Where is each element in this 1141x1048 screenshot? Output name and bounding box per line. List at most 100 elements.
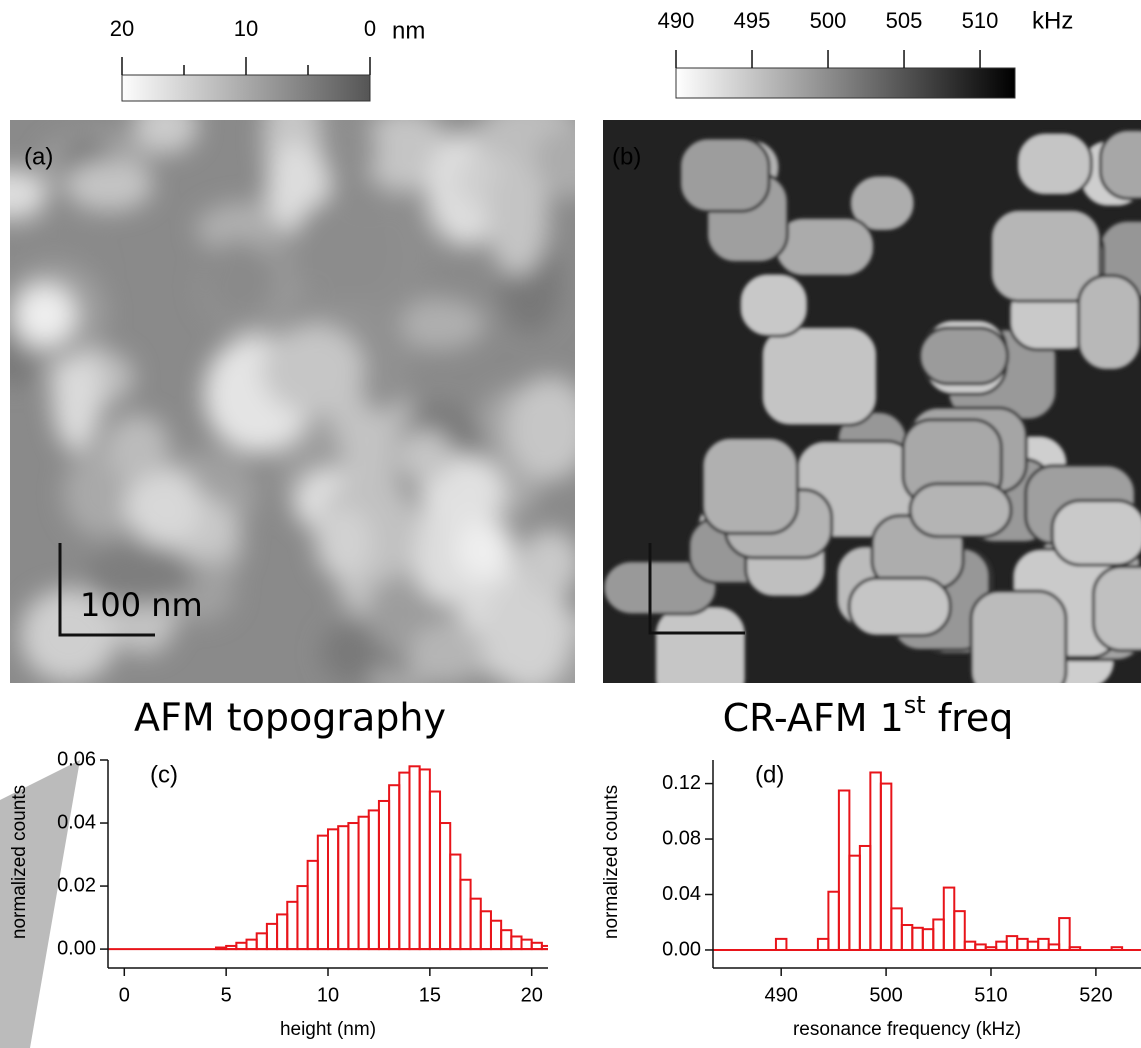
bar — [774, 937, 788, 951]
x-axis-label: height (nm) — [280, 1019, 376, 1040]
y-axis-label: normalized counts — [601, 785, 622, 939]
bar — [245, 938, 258, 951]
grain — [908, 482, 1013, 538]
bar — [858, 844, 872, 951]
bar — [900, 924, 914, 951]
x-tick-label: 15 — [419, 984, 441, 1006]
bar — [357, 815, 370, 951]
grain — [760, 325, 879, 427]
y-tick-label: 0.00 — [662, 938, 701, 960]
colorbar-unit: nm — [392, 17, 425, 44]
bar — [377, 799, 391, 951]
bar — [296, 885, 309, 951]
x-axis-label: resonance frequency (kHz) — [793, 1019, 1021, 1040]
panel-label: (d) — [755, 761, 784, 788]
x-tick-label: 10 — [317, 984, 339, 1006]
grain — [124, 467, 201, 546]
x-tick-label: 500 — [869, 984, 902, 1006]
bar — [265, 922, 279, 951]
y-tick-label: 0.04 — [57, 811, 96, 833]
y-tick-label: 0.12 — [662, 772, 701, 794]
plot-area — [713, 771, 1141, 951]
colorbar-tick-label: 495 — [734, 8, 771, 33]
bar — [469, 897, 482, 951]
grain — [1050, 499, 1141, 567]
grain — [133, 120, 199, 154]
caption-text: CR-AFM 1 — [723, 696, 904, 740]
grain — [406, 620, 486, 683]
grain — [918, 326, 1010, 386]
bar — [489, 919, 503, 951]
bar — [837, 789, 851, 951]
bar — [500, 929, 513, 951]
y-tick-label: 0.00 — [57, 937, 96, 959]
colorbar-tick-label: 10 — [234, 16, 258, 41]
bar — [306, 859, 319, 951]
bar — [963, 940, 977, 951]
grain — [290, 196, 395, 305]
bar — [367, 809, 380, 951]
grain — [390, 298, 486, 350]
colorbar — [121, 74, 371, 102]
cr-afm-image — [603, 120, 1141, 683]
grain — [847, 576, 952, 637]
bar — [911, 926, 924, 951]
scale-bar — [648, 543, 745, 635]
bar — [932, 918, 945, 951]
bar — [428, 790, 442, 951]
grain — [396, 429, 453, 484]
grain — [485, 159, 549, 276]
grain — [321, 622, 383, 683]
bar — [984, 946, 998, 951]
bar — [879, 782, 893, 951]
bar — [942, 886, 956, 951]
bar — [459, 878, 472, 951]
grain — [15, 285, 75, 345]
bar — [848, 854, 861, 951]
y-axis-label: normalized counts — [9, 785, 30, 939]
bar — [347, 822, 360, 951]
panel-label: (b) — [612, 143, 641, 170]
bar — [337, 825, 350, 951]
panel-label: (c) — [150, 761, 178, 788]
bar — [398, 771, 411, 951]
bar — [1016, 937, 1029, 951]
grain — [506, 376, 575, 481]
grain — [1077, 274, 1141, 372]
colorbar-tick-label: 490 — [658, 8, 695, 33]
grain — [358, 120, 450, 192]
grain — [104, 414, 170, 480]
grain — [481, 573, 573, 683]
panel-label: (a) — [24, 143, 53, 170]
grain — [773, 216, 876, 278]
bar — [439, 822, 452, 951]
bar — [1110, 946, 1124, 951]
colorbar-tick-label: 510 — [962, 8, 999, 33]
bar — [1026, 940, 1040, 951]
bar — [974, 943, 987, 951]
bar — [510, 935, 523, 951]
bar — [327, 828, 340, 951]
bar — [479, 910, 492, 951]
bar — [953, 910, 966, 951]
bar — [995, 940, 1008, 951]
grain — [848, 174, 916, 233]
caption: AFM topography — [134, 696, 446, 740]
y-tick-label: 0.06 — [57, 748, 96, 770]
bar — [408, 765, 421, 951]
bar — [255, 932, 268, 951]
bar — [869, 771, 882, 951]
slide-decoration — [0, 760, 80, 1048]
bar — [418, 768, 431, 951]
grain — [603, 559, 718, 616]
x-tick-label: 510 — [974, 984, 1007, 1006]
bar — [214, 946, 228, 951]
bar — [1005, 935, 1019, 951]
caption-tail: freq — [926, 696, 1014, 740]
grain — [315, 506, 374, 580]
bar — [235, 941, 248, 951]
scale-bar-label: 100 nm — [80, 586, 203, 624]
bar — [890, 907, 903, 951]
grain — [1091, 565, 1141, 653]
bar — [921, 928, 935, 951]
